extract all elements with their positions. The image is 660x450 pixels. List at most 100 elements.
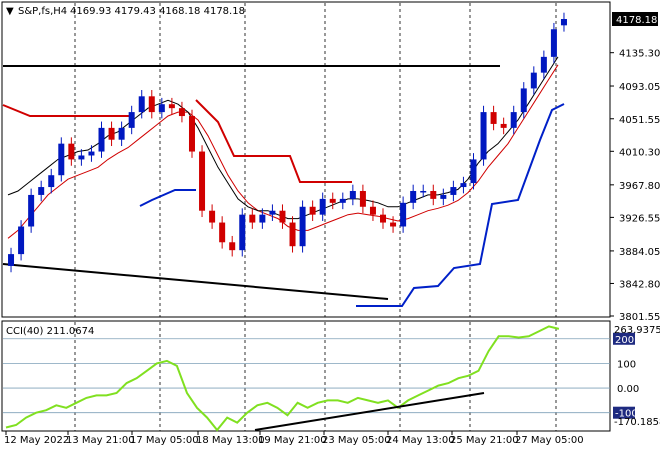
- step-red-a: [2, 104, 130, 117]
- candle-body: [400, 202, 407, 227]
- drawn-lines: [2, 65, 500, 300]
- cci-pane: 200 100 0.00 -100: [3, 325, 639, 432]
- candle-body: [450, 187, 457, 195]
- time-grid: [74, 3, 557, 431]
- candle-body: [249, 214, 256, 223]
- candle-body: [259, 214, 266, 223]
- time-tick-label: 18 May 13:00: [196, 435, 265, 446]
- cci-min-label: -170.1858: [614, 417, 660, 428]
- price-tick-label: 4135.30: [619, 49, 660, 60]
- candle-body: [480, 112, 487, 160]
- cci-level-label: -100: [615, 409, 638, 420]
- candle-body: [440, 194, 447, 199]
- time-tick-label: 23 May 05:00: [322, 435, 391, 446]
- price-axis: 4135.30 4093.05 4051.55 4010.30 3967.80 3926.…: [610, 49, 660, 323]
- candle-body: [289, 222, 296, 247]
- candle-body: [209, 210, 216, 223]
- cci-level-label: 200: [615, 335, 634, 346]
- candle-body: [319, 198, 326, 215]
- candle-body: [500, 123, 507, 128]
- candle-body: [390, 222, 397, 227]
- candle-body: [490, 112, 497, 124]
- candle-body: [8, 254, 15, 266]
- cci-level-label: 0.00: [617, 384, 639, 395]
- candle-body: [349, 190, 356, 199]
- candle-body: [540, 56, 547, 73]
- cci-level-tag: [613, 332, 635, 345]
- step-blue-b: [356, 103, 565, 307]
- ma-black-line: [7, 56, 559, 220]
- candle-body: [138, 96, 145, 113]
- current-price-label: 4178.18: [616, 15, 657, 26]
- candle-body: [309, 206, 316, 215]
- candle-body: [510, 112, 517, 128]
- cci-level-tag: [613, 406, 635, 419]
- price-tick-label: 3926.55: [619, 213, 660, 224]
- time-tick-label: 27 May 05:00: [515, 435, 584, 446]
- indicator-lines: [2, 56, 565, 307]
- candle-body: [430, 190, 437, 199]
- candle-body: [550, 29, 557, 57]
- candle-body: [470, 159, 477, 184]
- price-tick-label: 3801.55: [619, 312, 660, 323]
- cci-line: [5, 325, 560, 432]
- cci-max-label: 263.9375: [614, 325, 660, 336]
- candle-body: [339, 198, 346, 203]
- price-tick-label: 4010.30: [619, 147, 660, 158]
- candle-body: [158, 104, 165, 113]
- price-tick-label: 3842.80: [619, 279, 660, 290]
- current-price-tag: [612, 12, 658, 26]
- candle-body: [68, 143, 75, 160]
- price-tick-label: 3967.80: [619, 181, 660, 192]
- ma-red-line: [7, 64, 559, 239]
- candle-body: [420, 190, 427, 193]
- support-trendline: [2, 263, 389, 300]
- candle-body: [460, 183, 467, 188]
- candle-body: [98, 127, 105, 152]
- time-tick-label: 24 May 13:00: [386, 435, 455, 446]
- candle-body: [279, 210, 286, 223]
- price-tick-label: 4051.55: [619, 115, 660, 126]
- cci-level-label: 100: [617, 359, 636, 370]
- candle-body: [108, 127, 115, 140]
- candle-body: [118, 127, 125, 140]
- candle-body: [128, 112, 135, 128]
- candle-body: [58, 143, 65, 176]
- candle-body: [18, 226, 25, 255]
- candle-body: [410, 190, 417, 203]
- candle-body: [148, 96, 155, 113]
- time-tick-label: 17 May 05:00: [130, 435, 199, 446]
- main-pane-frame: [1, 1, 611, 318]
- time-tick-label: 19 May 21:00: [258, 435, 327, 446]
- candle-body: [359, 190, 366, 207]
- cci-pane-frame: [1, 320, 611, 432]
- cci-trendline: [254, 392, 485, 431]
- candle-body: [78, 155, 85, 160]
- cci-label: CCI(40) 211.0674: [6, 326, 94, 337]
- price-tick-label: 4093.05: [619, 82, 660, 93]
- candle-body: [299, 206, 306, 247]
- header-arrow-icon[interactable]: ▼: [6, 6, 14, 17]
- candle-body: [380, 214, 387, 223]
- candle-body: [269, 210, 276, 215]
- candle-body: [178, 108, 185, 117]
- header-symbol: S&P,fs,H4: [18, 6, 67, 17]
- candle-body: [168, 104, 175, 109]
- candle-body: [369, 206, 376, 215]
- candle-body: [28, 194, 35, 227]
- candle-body: [520, 88, 527, 113]
- time-tick-label: 12 May 2022: [4, 435, 69, 446]
- time-tick-label: 25 May 21:00: [450, 435, 519, 446]
- candle-body: [38, 187, 45, 195]
- step-blue-a: [139, 189, 196, 207]
- candle-body: [188, 116, 195, 152]
- time-tick-label: 13 May 21:00: [66, 435, 135, 446]
- candle-body: [229, 242, 236, 251]
- candle-body: [560, 19, 567, 26]
- candles: [8, 12, 567, 273]
- price-tick-label: 3884.05: [619, 247, 660, 258]
- candle-body: [530, 72, 537, 89]
- candle-body: [239, 214, 246, 251]
